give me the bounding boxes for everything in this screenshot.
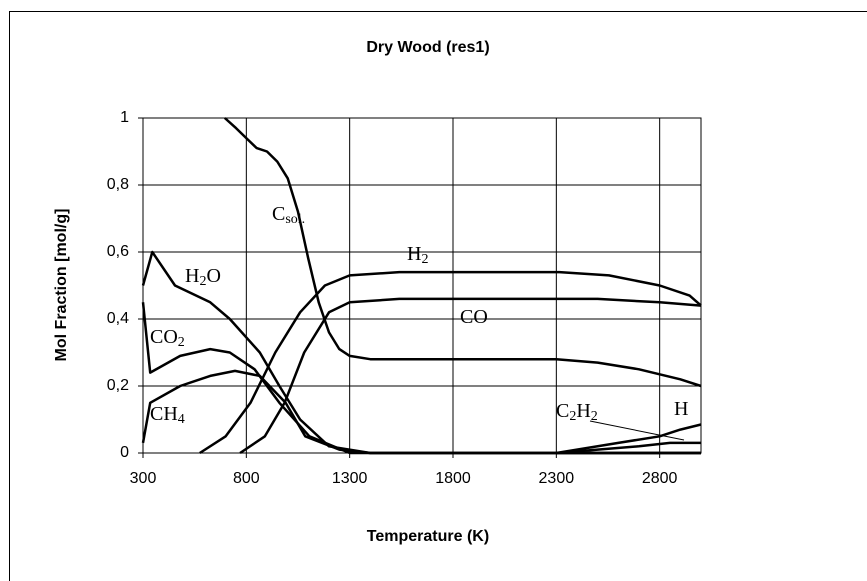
series-label: H2	[407, 243, 428, 268]
series-line	[239, 297, 702, 455]
series-label: H	[674, 398, 688, 420]
x-tick-label: 800	[233, 470, 260, 487]
series-line	[223, 117, 702, 388]
series-label-part: CH	[150, 403, 178, 425]
y-tick-label: 0	[120, 444, 129, 461]
series-label-part: CO	[150, 326, 178, 348]
series-label-part: sol.	[285, 212, 305, 227]
series-line	[556, 423, 702, 455]
series-line	[141, 302, 701, 455]
y-tick-label: 0,4	[107, 310, 129, 327]
series-label: CH4	[150, 403, 185, 428]
y-tick-label: 0,6	[107, 243, 129, 260]
series-line	[199, 270, 702, 455]
y-tick-label: 1	[120, 109, 129, 126]
series-label: CO	[460, 306, 488, 328]
series-label-part: CO	[460, 306, 488, 328]
chart-title: Dry Wood (res1)	[366, 39, 489, 56]
outer-frame	[9, 11, 867, 581]
x-tick-label: 2300	[539, 470, 575, 487]
series-label-part: H	[576, 400, 590, 422]
series-label: CO2	[150, 326, 185, 351]
series-label-part: O	[206, 265, 220, 287]
series-label-part: C	[272, 203, 285, 225]
series-label-part: 2	[569, 409, 576, 424]
x-tick-label: 300	[130, 470, 157, 487]
series-label-part: 2	[199, 274, 206, 289]
y-axis-label: Mol Fraction [mol/g]	[53, 209, 70, 362]
x-axis-label: Temperature (K)	[367, 528, 489, 545]
plot-frame	[142, 117, 702, 454]
x-tick-label: 1800	[435, 470, 471, 487]
y-tick-label: 0,2	[107, 377, 129, 394]
series-label-part: C	[556, 400, 569, 422]
x-tick-label: 2800	[642, 470, 678, 487]
series-label-part: 4	[178, 412, 185, 427]
y-tick-label: 0,8	[107, 176, 129, 193]
series-label-part: H	[674, 398, 688, 420]
series-line	[141, 369, 701, 455]
x-tick-label: 1300	[332, 470, 368, 487]
series-line	[141, 250, 701, 455]
series-line	[556, 441, 701, 455]
leader-line	[589, 420, 685, 441]
series-label-part: 2	[421, 252, 428, 267]
series-label-part: 2	[178, 335, 185, 350]
series-label: H2O	[185, 265, 221, 290]
series-label-part: H	[185, 265, 199, 287]
series-label: Csol.	[272, 203, 305, 228]
series-label: C2H2	[556, 400, 598, 425]
series-label-part: H	[407, 243, 421, 265]
series-label-part: 2	[591, 409, 598, 424]
